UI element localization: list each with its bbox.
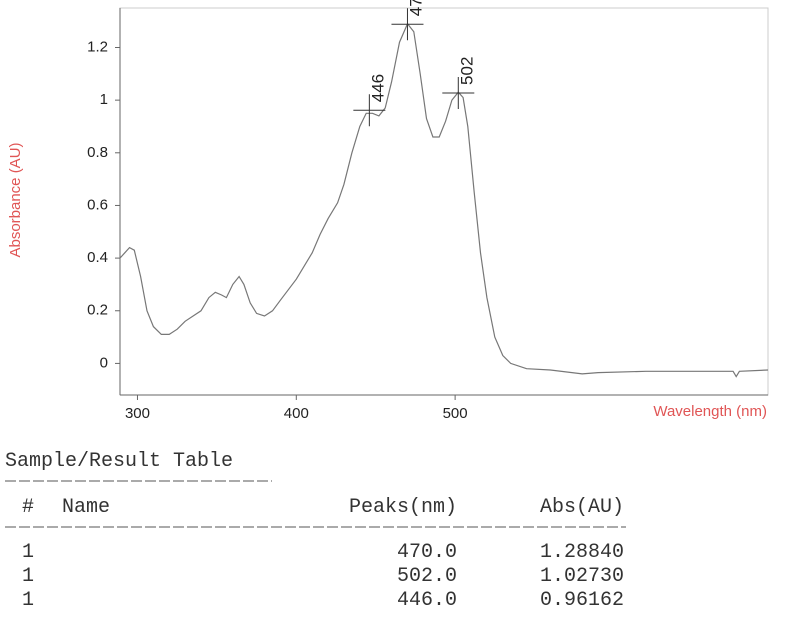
- y-tick-label: 0.6: [87, 196, 108, 213]
- column-header: #: [22, 496, 34, 519]
- column-header: Name: [62, 496, 110, 519]
- y-tick-label: 0.8: [87, 144, 108, 161]
- y-tick-label: 1.2: [87, 38, 108, 55]
- peak-label: 502: [457, 57, 476, 85]
- y-tick-label: 1: [100, 91, 108, 108]
- x-tick-label: 300: [125, 405, 150, 422]
- y-tick-label: 0: [100, 354, 108, 371]
- table-cell: 502.0: [397, 565, 457, 588]
- table-cell: 1: [22, 541, 34, 564]
- table-cell: 446.0: [397, 589, 457, 612]
- x-axis-label: Wavelength (nm): [653, 403, 767, 420]
- y-tick-label: 0.4: [87, 249, 108, 266]
- peak-marker: [442, 76, 475, 109]
- y-axis-label: Absorbance (AU): [7, 142, 24, 257]
- peak-marker: [391, 8, 424, 41]
- y-tick-label: 0.2: [87, 302, 108, 319]
- x-tick-label: 500: [443, 405, 468, 422]
- plot-frame: [119, 7, 769, 396]
- spectrum-line: [119, 22, 769, 378]
- column-header: Peaks(nm): [349, 496, 457, 519]
- x-tick-label: 400: [284, 405, 309, 422]
- peak-label: 446: [368, 74, 387, 102]
- table-cell: 1.02730: [540, 565, 624, 588]
- peak-marker: [353, 94, 386, 127]
- table-cell: 470.0: [397, 541, 457, 564]
- table-cell: 1: [22, 565, 34, 588]
- column-header: Abs(AU): [540, 496, 624, 519]
- table-cell: 0.96162: [540, 589, 624, 612]
- peak-label: 470: [406, 0, 425, 16]
- table-cell: 1: [22, 589, 34, 612]
- table-cell: 1.28840: [540, 541, 624, 564]
- table-title: Sample/Result Table: [5, 450, 233, 473]
